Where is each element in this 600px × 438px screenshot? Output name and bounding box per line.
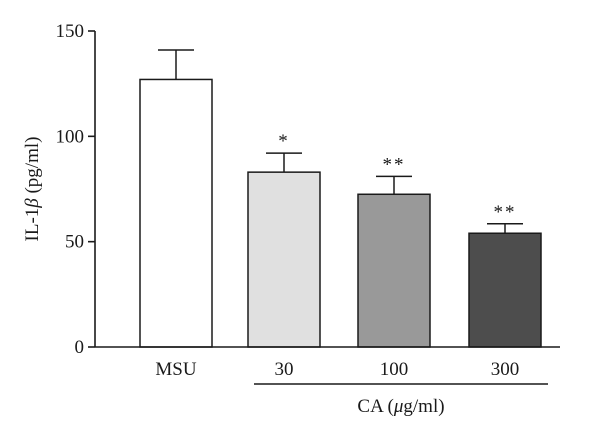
significance-markers: ***** — [278, 131, 517, 223]
error-bars — [158, 49, 523, 234]
bar-300 — [468, 232, 542, 348]
bars — [139, 78, 542, 348]
significance-marker: * — [278, 131, 290, 152]
y-axis-label: IL-1β (pg/ml) — [22, 137, 43, 242]
bar-MSU — [139, 78, 213, 348]
significance-marker: ** — [494, 202, 517, 223]
bar-100 — [357, 193, 431, 348]
x-tick-label: 100 — [380, 359, 409, 380]
y-tick-label: 150 — [56, 21, 85, 42]
bar-30 — [247, 171, 321, 348]
y-tick-label: 0 — [75, 337, 85, 358]
x-tick-labels: MSU 30 100 300 — [155, 359, 519, 380]
significance-marker: ** — [383, 154, 406, 175]
x-tick-label: 300 — [491, 359, 520, 380]
y-tick-label: 100 — [56, 126, 85, 147]
group-label: CA (μg/ml) — [357, 396, 444, 417]
y-ticks: 0 50 100 150 — [56, 21, 95, 358]
y-tick-label: 50 — [65, 232, 84, 253]
x-tick-label: 30 — [275, 359, 294, 380]
x-tick-label: MSU — [155, 359, 196, 380]
